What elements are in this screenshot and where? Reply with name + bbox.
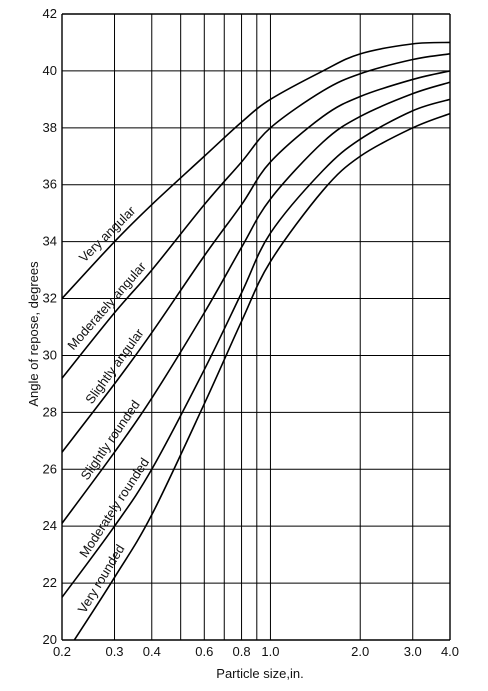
x-tick-label: 2.0 bbox=[351, 644, 369, 659]
y-tick-label: 34 bbox=[43, 234, 57, 249]
grid-layer bbox=[61, 13, 451, 641]
y-tick-label: 42 bbox=[43, 6, 57, 21]
series-line-very-rounded bbox=[73, 112, 451, 641]
x-axis-title: Particle size,in. bbox=[216, 666, 303, 681]
x-tick-label: 4.0 bbox=[441, 644, 459, 659]
y-tick-label: 20 bbox=[43, 632, 57, 647]
y-tick-label: 30 bbox=[43, 347, 57, 362]
series-line-moderately-angular bbox=[61, 53, 451, 379]
x-tick-label: 0.8 bbox=[233, 644, 251, 659]
x-tick-label: 1.0 bbox=[261, 644, 279, 659]
y-tick-label: 24 bbox=[43, 518, 57, 533]
x-tick-label: 0.4 bbox=[143, 644, 161, 659]
x-tick-label: 0.2 bbox=[53, 644, 71, 659]
series-line-slightly-rounded bbox=[61, 81, 451, 524]
x-tick-label: 0.3 bbox=[105, 644, 123, 659]
y-tick-label: 22 bbox=[43, 575, 57, 590]
series-line-moderately-rounded bbox=[61, 98, 451, 598]
y-tick-label: 36 bbox=[43, 177, 57, 192]
y-tick-label: 28 bbox=[43, 404, 57, 419]
y-axis-title: Angle of repose, degrees bbox=[26, 261, 41, 407]
y-tick-label: 40 bbox=[43, 63, 57, 78]
y-tick-label: 32 bbox=[43, 291, 57, 306]
series-line-slightly-angular bbox=[61, 70, 451, 453]
y-tick-label: 26 bbox=[43, 461, 57, 476]
x-tick-label: 0.6 bbox=[195, 644, 213, 659]
curve-layer bbox=[61, 41, 451, 641]
x-tick-label: 3.0 bbox=[404, 644, 422, 659]
series-label-very-angular: Very angular bbox=[76, 203, 139, 266]
series-line-very-angular bbox=[61, 41, 451, 300]
tick-label-layer: 20 22 24 26 28 30 32 34 36 38 40 42 0.2 0.3 0.4 0.6 0.8 1… bbox=[43, 6, 460, 659]
y-tick-label: 38 bbox=[43, 120, 57, 135]
